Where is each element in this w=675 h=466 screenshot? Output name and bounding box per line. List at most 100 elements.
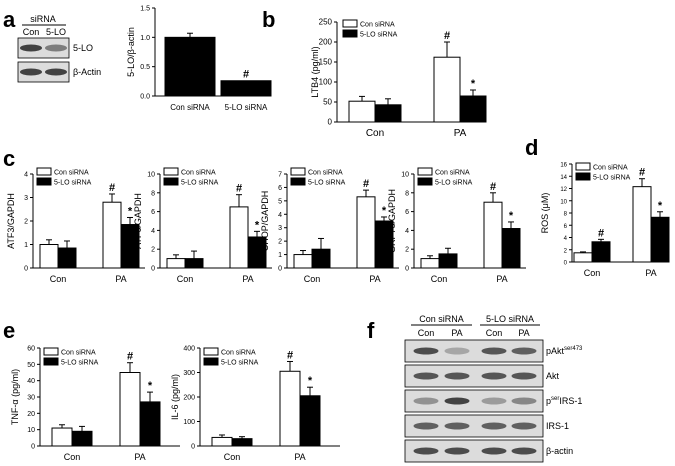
blot-row-label: IRS-1 (546, 421, 569, 431)
y-tick-label: 10 (27, 427, 35, 434)
significance-mark: * (255, 219, 260, 231)
significance-mark: # (127, 351, 133, 363)
blot-band (413, 422, 439, 430)
y-tick-label: 0 (564, 261, 568, 267)
x-tick-label: Con (584, 268, 601, 278)
x-tick-label: Con (304, 274, 321, 284)
legend-label: Con siRNA (54, 170, 89, 177)
blot-lane-label: Con (23, 27, 40, 37)
y-tick-label: 2 (278, 239, 282, 246)
y-tick-label: 0 (31, 444, 35, 451)
bar (573, 252, 593, 263)
y-tick-label: 100 (183, 419, 195, 426)
blot-band (45, 68, 67, 76)
bar (164, 36, 216, 97)
legend-label: Con siRNA (360, 22, 395, 29)
panel-letter-e: e (3, 318, 15, 343)
blot-row-label: pAktser473 (546, 346, 583, 356)
y-tick-label: 8 (151, 190, 155, 197)
panel-letter-a: a (3, 7, 16, 32)
legend: Con siRNA 5-LO siRNA (163, 167, 219, 187)
blot-band (511, 422, 537, 430)
y-tick-label: 60 (27, 346, 35, 353)
legend-swatch (43, 347, 59, 356)
blot-group-label: 5-LO siRNA (486, 314, 534, 324)
bar (650, 216, 670, 263)
chart-c2: 0 2 4 6 8 10 ATF6/GAPDH Con # * PA Con siRNA 5-LO si… (133, 167, 272, 284)
y-tick-label: 16 (560, 163, 567, 169)
blot-band (413, 397, 439, 405)
y-axis-title: CHOP/GAPDH (260, 191, 270, 252)
legend-swatch (575, 162, 591, 171)
significance-mark: # (363, 178, 369, 190)
blot-band (511, 447, 537, 455)
significance-mark: * (471, 78, 476, 90)
x-tick-label: Con (366, 128, 384, 139)
y-tick-label: 3 (278, 225, 282, 232)
significance-mark: # (236, 183, 242, 195)
significance-mark: # (287, 349, 293, 361)
y-tick-label: 4 (24, 172, 28, 179)
legend-label: Con siRNA (61, 350, 96, 357)
panel-letter-d: d (525, 135, 538, 160)
blot-band (444, 397, 470, 405)
significance-mark: * (308, 375, 313, 387)
legend-swatch (342, 29, 358, 38)
legend-swatch (575, 172, 591, 181)
significance-mark: # (243, 69, 249, 81)
legend-swatch (417, 177, 433, 186)
legend-swatch (417, 167, 433, 176)
y-tick-label: 8 (564, 212, 568, 218)
y-axis-title: ROS (μM) (540, 193, 550, 234)
y-tick-label: 12 (560, 187, 567, 193)
x-tick-label: PA (115, 274, 126, 284)
chart-a-bar: 0.0 0.5 1.0 1.5 5-LO/β-actin Con siRNA #5-LO s… (126, 6, 272, 112)
x-tick-label: 5-LO siRNA (225, 103, 268, 112)
bar (311, 248, 331, 269)
x-tick-label: Con siRNA (170, 103, 210, 112)
legend: Con siRNA 5-LO siRNA (575, 162, 631, 182)
chart-c1: 0 1 2 3 4 ATF3/GAPDH Con # * PA Con siRNA 5-LO siRN… (6, 167, 145, 284)
bar (299, 395, 321, 447)
blot-band (481, 447, 507, 455)
significance-mark: # (598, 227, 604, 239)
y-tick-label: 4 (405, 228, 409, 235)
y-tick-label: 200 (319, 38, 333, 47)
bar (229, 206, 249, 269)
x-tick-label: PA (369, 274, 380, 284)
legend-label: 5-LO siRNA (181, 180, 219, 187)
bar (459, 95, 487, 123)
y-tick-label: 7 (278, 172, 282, 179)
chart-d: 0 2 4 6 8 10 12 14 16 ROS (μM) # Con # * PA Con siRNA 5-… (540, 162, 670, 278)
significance-mark: * (128, 205, 133, 217)
legend-label: 5-LO siRNA (593, 175, 631, 182)
y-tick-label: 10 (147, 172, 155, 179)
bar (211, 436, 233, 447)
bar (231, 438, 253, 447)
panel-letter-b: b (262, 7, 275, 32)
legend-swatch (203, 357, 219, 366)
blot-f: Con siRNA 5-LO siRNA Con PA Con PA pAktser473 A… (404, 314, 583, 463)
y-tick-label: 0 (278, 266, 282, 273)
bar (57, 247, 77, 269)
significance-mark: * (509, 210, 514, 222)
legend-swatch (290, 177, 306, 186)
y-tick-label: 8 (405, 190, 409, 197)
bar (139, 401, 161, 447)
legend-label: Con siRNA (181, 170, 216, 177)
blot-lane-label: PA (518, 328, 529, 338)
blot-row-label: pserIRS-1 (546, 396, 582, 406)
blot-band (511, 397, 537, 405)
y-tick-label: 1.0 (140, 35, 150, 42)
y-tick-label: 14 (560, 175, 567, 181)
blot-band (413, 372, 439, 380)
blot-row-label: Akt (546, 371, 560, 381)
y-tick-label: 6 (405, 209, 409, 216)
legend-label: 5-LO siRNA (360, 32, 398, 39)
y-tick-label: 2 (564, 248, 568, 254)
bar (591, 241, 611, 263)
blot-lane-label: 5-LO (46, 27, 66, 37)
bar (433, 56, 461, 123)
legend-swatch (36, 177, 52, 186)
y-tick-label: 200 (183, 395, 195, 402)
